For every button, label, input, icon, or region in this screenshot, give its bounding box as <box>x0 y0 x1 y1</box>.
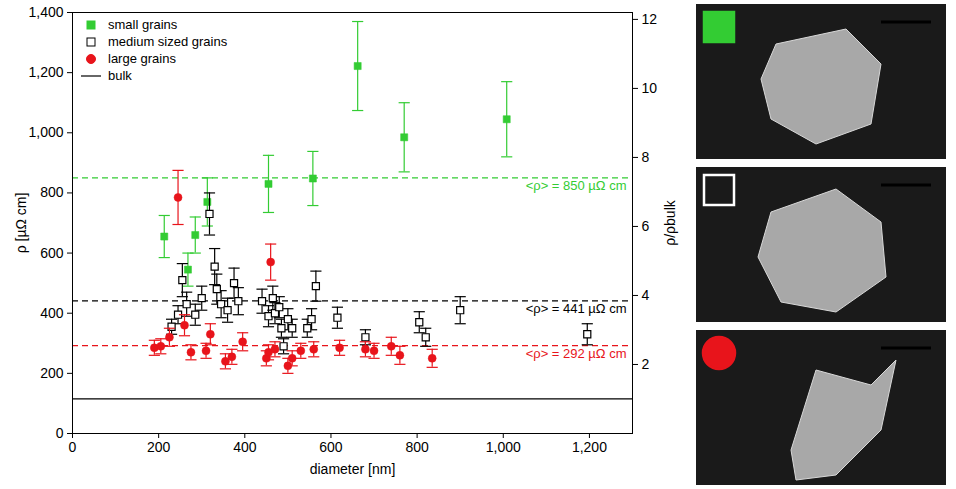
svg-text:200: 200 <box>147 439 171 455</box>
html-text:small grains: small grains <box>108 17 178 32</box>
svg-text:<ρ> = 850 µΩ cm: <ρ> = 850 µΩ cm <box>526 178 627 193</box>
svg-text:800: 800 <box>40 184 64 200</box>
svg-text:1,200: 1,200 <box>28 64 63 80</box>
svg-text:1,000: 1,000 <box>28 124 63 140</box>
svg-text:1,000: 1,000 <box>486 439 521 455</box>
svg-text:1,400: 1,400 <box>28 4 63 20</box>
svg-text:600: 600 <box>319 439 343 455</box>
svg-text:<ρ> = 441 µΩ cm: <ρ> = 441 µΩ cm <box>526 301 627 316</box>
svg-text:1,200: 1,200 <box>572 439 607 455</box>
svg-text:10: 10 <box>642 80 658 96</box>
svg-text:ρ/ρbulk: ρ/ρbulk <box>662 199 678 246</box>
svg-text:2: 2 <box>642 356 650 372</box>
svg-text:<ρ> = 292 µΩ cm: <ρ> = 292 µΩ cm <box>526 346 627 361</box>
svg-text:diameter [nm]: diameter [nm] <box>310 461 396 477</box>
svg-text:400: 400 <box>233 439 257 455</box>
svg-text:800: 800 <box>405 439 429 455</box>
svg-text:0: 0 <box>56 425 64 441</box>
svg-text:400: 400 <box>40 305 64 321</box>
svg-text:0: 0 <box>69 439 77 455</box>
svg-text:200: 200 <box>40 365 64 381</box>
html-text:large grains: large grains <box>108 51 176 66</box>
svg-text:4: 4 <box>642 287 650 303</box>
svg-text:8: 8 <box>642 149 650 165</box>
svg-text:600: 600 <box>40 245 64 261</box>
html-text:medium sized grains: medium sized grains <box>108 34 228 49</box>
svg-text:12: 12 <box>642 11 658 27</box>
html-text:bulk: bulk <box>108 68 132 83</box>
svg-text:ρ [µΩ cm]: ρ [µΩ cm] <box>13 193 29 254</box>
svg-text:6: 6 <box>642 218 650 234</box>
